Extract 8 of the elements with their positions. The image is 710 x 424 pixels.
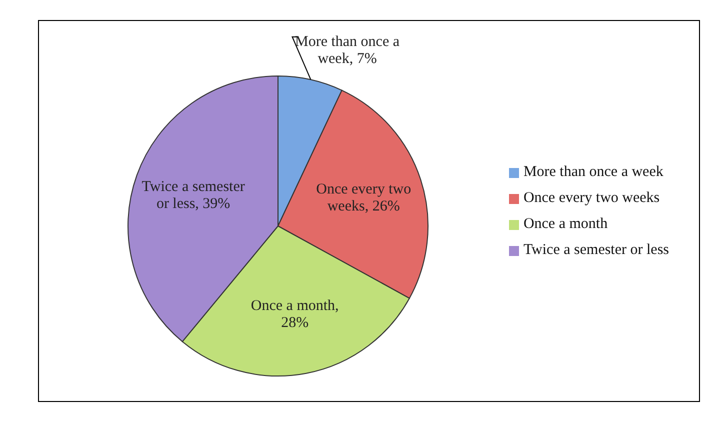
data-label: Twice a semester or less, 39% [142,179,245,212]
legend-label: Twice a semester or less [523,242,669,258]
legend-label: More than once a week [523,164,664,180]
data-label: Once every two weeks, 26% [316,182,412,215]
legend-label: Once every two weeks [523,190,660,206]
data-label: Once a month, 28% [250,298,339,331]
data-label: More than once a week, 7% [294,34,400,67]
legend-label: Once a month [523,216,608,232]
